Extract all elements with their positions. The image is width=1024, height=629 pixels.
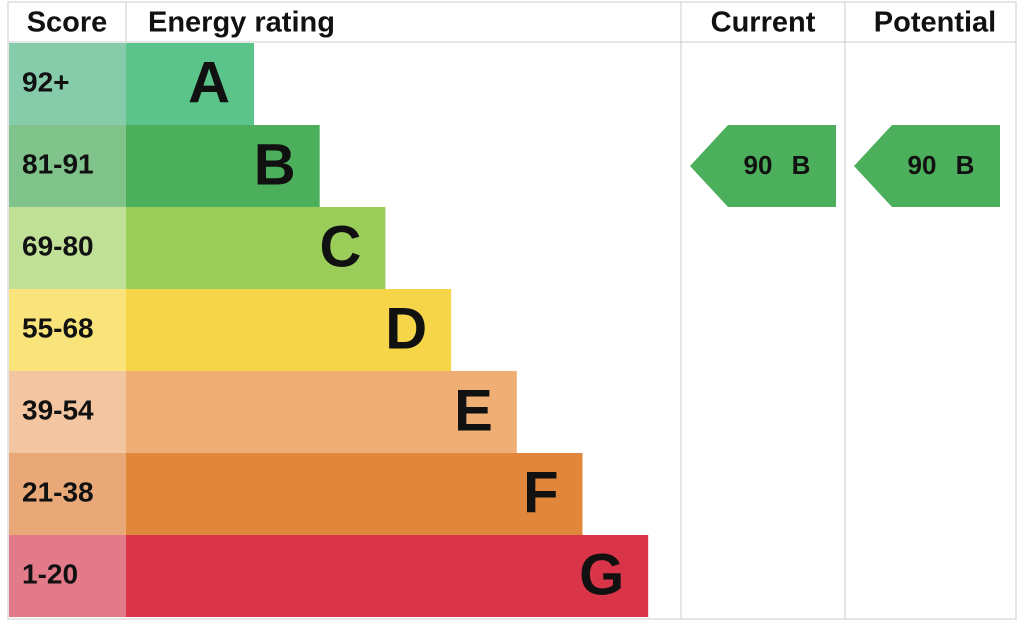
header-current: Current bbox=[711, 7, 816, 39]
current-rating: B bbox=[792, 150, 811, 180]
score-cell bbox=[9, 43, 126, 125]
potential-score: 90 bbox=[908, 150, 937, 180]
header-score: Score bbox=[27, 7, 108, 39]
rating-letter: A bbox=[188, 50, 230, 115]
potential-rating: B bbox=[956, 150, 975, 180]
score-label: 92+ bbox=[22, 66, 70, 97]
frame bbox=[7, 1, 1017, 620]
score-cell bbox=[9, 289, 126, 371]
rating-letter: G bbox=[579, 542, 624, 607]
score-label: 81-91 bbox=[22, 148, 94, 179]
potential-arrow bbox=[854, 125, 1000, 207]
current-score: 90 bbox=[744, 150, 773, 180]
score-cell bbox=[9, 371, 126, 453]
score-cell bbox=[9, 207, 126, 289]
rating-bar bbox=[126, 207, 386, 289]
header-potential: Potential bbox=[874, 7, 996, 39]
rating-bar bbox=[126, 371, 517, 453]
score-cell bbox=[9, 125, 126, 207]
score-label: 21-38 bbox=[22, 476, 94, 507]
current-arrow bbox=[690, 125, 836, 207]
score-label: 69-80 bbox=[22, 230, 94, 261]
rating-bar bbox=[126, 535, 649, 617]
rating-letter: C bbox=[320, 214, 362, 279]
rating-letter: B bbox=[254, 132, 296, 197]
rating-bar bbox=[126, 43, 254, 125]
rating-letter: E bbox=[454, 378, 493, 443]
header-energy-rating: Energy rating bbox=[148, 7, 335, 39]
rating-bar bbox=[126, 125, 320, 207]
rating-bar bbox=[126, 289, 452, 371]
score-cell bbox=[9, 453, 126, 535]
rating-bar bbox=[126, 453, 583, 535]
score-label: 1-20 bbox=[22, 558, 78, 589]
score-cell bbox=[9, 535, 126, 617]
rating-letter: D bbox=[385, 296, 427, 361]
score-label: 55-68 bbox=[22, 312, 94, 343]
rating-letter: F bbox=[523, 460, 558, 525]
score-label: 39-54 bbox=[22, 394, 94, 425]
